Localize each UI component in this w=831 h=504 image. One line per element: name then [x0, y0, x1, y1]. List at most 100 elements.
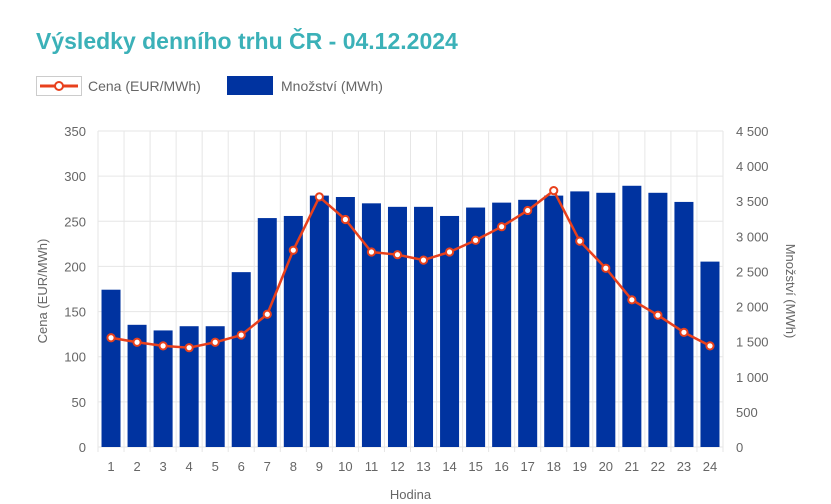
price-point[interactable] [679, 327, 689, 337]
price-point[interactable] [132, 337, 142, 347]
x-tick-label: 3 [159, 459, 166, 474]
price-point[interactable] [340, 214, 350, 225]
x-tick-label: 24 [703, 459, 717, 474]
price-point[interactable] [314, 192, 324, 202]
quantity-bar[interactable] [387, 206, 407, 447]
legend-line-marker [36, 76, 82, 96]
quantity-bar[interactable] [257, 218, 277, 447]
quantity-bar[interactable] [596, 192, 616, 447]
x-tick-label: 7 [264, 459, 271, 474]
price-point[interactable] [601, 263, 611, 273]
y-left-tick-label: 350 [64, 124, 86, 139]
quantity-bar[interactable] [518, 199, 538, 447]
y-right-tick-label: 1 500 [736, 335, 769, 350]
x-tick-label: 22 [651, 459, 665, 474]
price-point[interactable] [523, 205, 533, 216]
y-right-tick-label: 2 500 [736, 264, 769, 279]
y-left-tick-label: 250 [64, 214, 86, 229]
y-right-tick-label: 3 000 [736, 229, 769, 244]
x-tick-label: 8 [290, 459, 297, 474]
x-tick-label: 13 [416, 459, 430, 474]
quantity-bar[interactable] [570, 191, 590, 447]
x-tick-label: 14 [442, 459, 456, 474]
price-point[interactable] [575, 236, 585, 246]
price-point[interactable] [497, 222, 507, 232]
price-point[interactable] [262, 309, 272, 319]
x-tick-label: 18 [546, 459, 560, 474]
quantity-bar[interactable] [231, 272, 251, 447]
x-tick-label: 10 [338, 459, 352, 474]
y-left-tick-label: 100 [64, 350, 86, 365]
y-right-tick-label: 3 500 [736, 194, 769, 209]
legend-label-quantity: Množství (MWh) [281, 77, 383, 94]
price-point[interactable] [627, 295, 637, 305]
y-left-tick-label: 200 [64, 259, 86, 274]
quantity-bar[interactable] [179, 326, 199, 447]
y-right-tick-label: 4 000 [736, 159, 769, 174]
quantity-bar[interactable] [101, 289, 121, 447]
x-tick-label: 11 [365, 459, 379, 474]
y-right-tick-label: 0 [736, 440, 743, 455]
x-tick-label: 19 [573, 459, 587, 474]
y-right-tick-label: 500 [736, 405, 758, 420]
price-point[interactable] [418, 255, 429, 265]
quantity-bar[interactable] [622, 185, 642, 448]
price-point[interactable] [392, 250, 403, 260]
x-tick-label: 4 [186, 459, 193, 474]
x-axis-title: Hodina [390, 487, 432, 502]
x-tick-label: 6 [238, 459, 245, 474]
legend-item-price[interactable]: Cena (EUR/MWh) [36, 76, 201, 96]
price-point[interactable] [549, 185, 559, 196]
price-point[interactable] [705, 341, 715, 351]
price-point[interactable] [158, 341, 168, 351]
price-point[interactable] [288, 245, 298, 255]
x-tick-label: 1 [107, 459, 114, 474]
quantity-bar[interactable] [544, 195, 564, 447]
quantity-bar[interactable] [153, 330, 173, 447]
x-tick-label: 21 [625, 459, 639, 474]
price-point[interactable] [236, 330, 246, 340]
y-right-tick-label: 1 000 [736, 370, 769, 385]
legend-label-price: Cena (EUR/MWh) [88, 78, 201, 94]
quantity-bar[interactable] [466, 207, 486, 447]
price-point[interactable] [210, 337, 220, 347]
price-point[interactable] [106, 333, 116, 343]
price-point[interactable] [366, 247, 377, 257]
quantity-bar[interactable] [205, 326, 225, 447]
quantity-bar[interactable] [361, 203, 381, 447]
x-tick-label: 23 [677, 459, 691, 474]
y-left-axis-title: Cena (EUR/MWh) [35, 239, 50, 344]
x-tick-label: 5 [212, 459, 219, 474]
price-point[interactable] [444, 247, 455, 257]
legend-item-quantity[interactable]: Množství (MWh) [227, 76, 383, 95]
quantity-bar[interactable] [648, 192, 668, 447]
quantity-bar[interactable] [700, 261, 720, 447]
y-right-axis-title: Množství (MWh) [783, 244, 798, 339]
x-tick-label: 17 [520, 459, 534, 474]
quantity-bar[interactable] [283, 215, 303, 447]
x-tick-label: 15 [468, 459, 482, 474]
y-right-tick-label: 4 500 [736, 124, 769, 139]
price-point[interactable] [184, 343, 194, 353]
y-left-tick-label: 300 [64, 169, 86, 184]
quantity-bar[interactable] [335, 197, 355, 447]
price-point[interactable] [471, 235, 481, 245]
quantity-bar[interactable] [414, 206, 434, 447]
quantity-bar[interactable] [674, 201, 694, 447]
chart-title: Výsledky denního trhu ČR - 04.12.2024 [36, 28, 458, 54]
legend-bar-swatch [227, 76, 273, 95]
x-tick-label: 20 [599, 459, 613, 474]
y-right-tick-label: 2 000 [736, 300, 769, 315]
y-left-tick-label: 50 [72, 395, 86, 410]
x-tick-label: 2 [133, 459, 140, 474]
quantity-bar[interactable] [309, 195, 329, 447]
x-tick-label: 16 [494, 459, 508, 474]
price-point[interactable] [653, 310, 663, 320]
quantity-bar[interactable] [492, 202, 512, 447]
quantity-bar[interactable] [127, 324, 147, 447]
x-tick-label: 9 [316, 459, 323, 474]
y-left-tick-label: 150 [64, 305, 86, 320]
quantity-bar[interactable] [440, 215, 460, 447]
x-tick-label: 12 [390, 459, 404, 474]
